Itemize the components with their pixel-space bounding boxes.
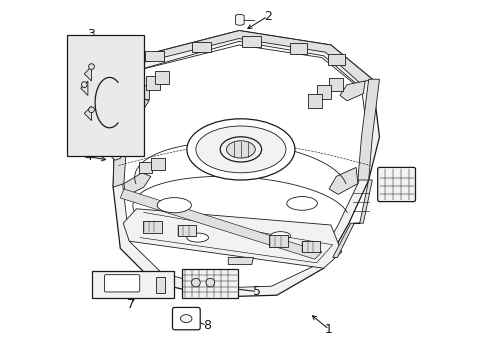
Ellipse shape bbox=[196, 126, 285, 173]
Polygon shape bbox=[84, 106, 91, 121]
Polygon shape bbox=[81, 81, 88, 95]
Polygon shape bbox=[235, 14, 244, 25]
Polygon shape bbox=[123, 173, 151, 196]
Text: 8: 8 bbox=[203, 319, 210, 332]
FancyBboxPatch shape bbox=[191, 41, 211, 52]
Polygon shape bbox=[228, 257, 253, 265]
Circle shape bbox=[88, 64, 94, 69]
FancyBboxPatch shape bbox=[155, 71, 168, 84]
Ellipse shape bbox=[220, 137, 261, 162]
FancyBboxPatch shape bbox=[182, 269, 238, 298]
Polygon shape bbox=[125, 97, 149, 121]
FancyBboxPatch shape bbox=[144, 50, 164, 61]
FancyBboxPatch shape bbox=[92, 271, 173, 298]
Polygon shape bbox=[328, 167, 357, 194]
Text: 7: 7 bbox=[127, 298, 135, 311]
Polygon shape bbox=[84, 67, 91, 81]
Ellipse shape bbox=[180, 315, 192, 323]
FancyBboxPatch shape bbox=[316, 85, 330, 99]
Polygon shape bbox=[339, 81, 365, 101]
FancyBboxPatch shape bbox=[301, 241, 320, 252]
FancyBboxPatch shape bbox=[139, 162, 152, 173]
Polygon shape bbox=[120, 189, 321, 259]
Polygon shape bbox=[332, 180, 371, 257]
Ellipse shape bbox=[157, 198, 191, 213]
Text: 5: 5 bbox=[253, 285, 261, 298]
FancyBboxPatch shape bbox=[269, 235, 287, 247]
Text: 6: 6 bbox=[393, 184, 401, 197]
Ellipse shape bbox=[186, 119, 294, 180]
Circle shape bbox=[88, 107, 94, 113]
Circle shape bbox=[81, 82, 87, 87]
FancyBboxPatch shape bbox=[327, 54, 344, 65]
Ellipse shape bbox=[270, 232, 290, 240]
Ellipse shape bbox=[186, 233, 208, 242]
FancyBboxPatch shape bbox=[104, 275, 140, 292]
FancyBboxPatch shape bbox=[151, 158, 164, 170]
FancyBboxPatch shape bbox=[289, 43, 306, 54]
Polygon shape bbox=[122, 41, 368, 288]
FancyBboxPatch shape bbox=[145, 76, 159, 90]
Circle shape bbox=[205, 278, 214, 287]
Polygon shape bbox=[111, 151, 122, 160]
Text: 4: 4 bbox=[84, 150, 92, 163]
Polygon shape bbox=[123, 209, 341, 268]
FancyBboxPatch shape bbox=[329, 78, 343, 91]
FancyBboxPatch shape bbox=[377, 167, 415, 202]
Text: 3: 3 bbox=[87, 28, 95, 41]
Text: 2: 2 bbox=[264, 10, 271, 23]
FancyBboxPatch shape bbox=[135, 85, 148, 99]
Ellipse shape bbox=[286, 197, 317, 210]
FancyBboxPatch shape bbox=[143, 221, 162, 233]
Polygon shape bbox=[113, 31, 379, 297]
FancyBboxPatch shape bbox=[307, 94, 321, 108]
FancyBboxPatch shape bbox=[172, 307, 200, 330]
Circle shape bbox=[191, 278, 200, 287]
Ellipse shape bbox=[226, 141, 255, 158]
FancyBboxPatch shape bbox=[177, 225, 196, 236]
Polygon shape bbox=[357, 79, 379, 180]
Text: 1: 1 bbox=[325, 323, 332, 336]
FancyBboxPatch shape bbox=[67, 35, 144, 156]
FancyBboxPatch shape bbox=[155, 277, 164, 293]
Polygon shape bbox=[120, 31, 371, 83]
FancyBboxPatch shape bbox=[242, 36, 261, 46]
Polygon shape bbox=[113, 97, 131, 187]
